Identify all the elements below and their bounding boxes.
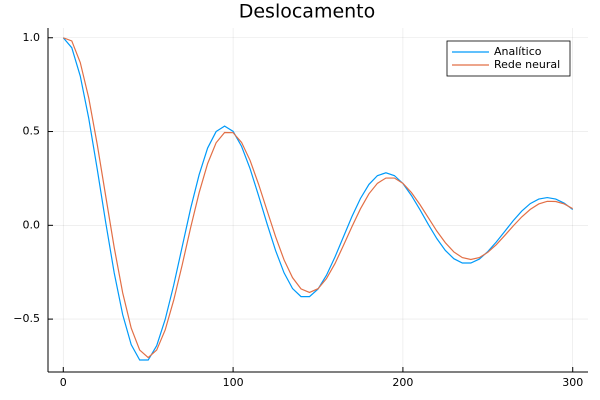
- chart-title: Deslocamento: [239, 1, 376, 23]
- series-line: [63, 37, 574, 359]
- x-tick-label: 300: [562, 376, 583, 389]
- legend-box: [446, 40, 571, 77]
- y-tick-label: 0.5: [23, 125, 41, 138]
- y-tick-label: −0.5: [13, 312, 40, 325]
- legend-label: Analítico: [494, 45, 542, 58]
- series-line: [62, 37, 574, 361]
- y-tick-label: 1.0: [23, 31, 41, 44]
- legend-label: Rede neural: [494, 58, 560, 71]
- x-tick-label: 200: [392, 376, 413, 389]
- x-tick-label: 100: [223, 376, 244, 389]
- x-tick-label: 0: [60, 376, 67, 389]
- y-tick-label: 0.0: [23, 218, 41, 231]
